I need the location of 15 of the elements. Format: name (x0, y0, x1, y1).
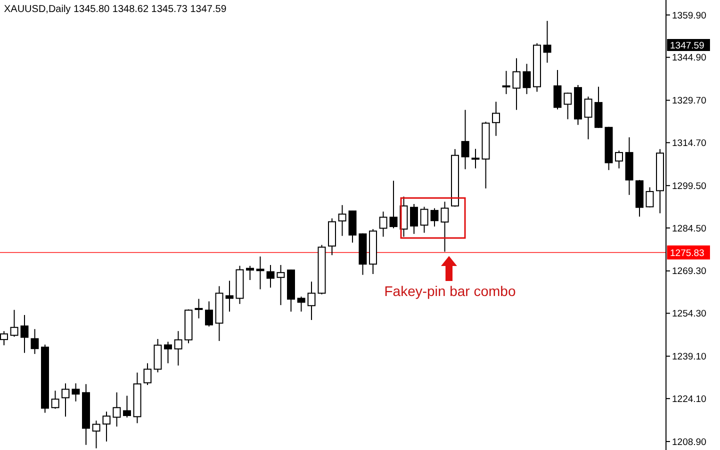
y-tick-label: 1359.90 (672, 10, 706, 22)
y-tick-label: 1208.90 (672, 436, 706, 448)
ref-line-label: 1275.83 (670, 248, 704, 259)
y-tick-label: 1239.10 (672, 352, 706, 363)
annotation: Fakey-pin bar combo (384, 283, 516, 299)
y-tick-label: 1224.10 (672, 394, 706, 405)
y-tick-label: 1299.50 (672, 180, 706, 192)
y-tick-label: 1284.50 (672, 223, 706, 234)
y-tick-label: 1344.90 (672, 52, 706, 64)
y-tick-label: 1269.30 (672, 266, 706, 278)
y-tick-label: 1329.70 (672, 96, 706, 107)
text: 1347.59 (670, 40, 704, 52)
y-tick-label: 1314.70 (672, 138, 706, 149)
y-tick-label: 1254.30 (672, 308, 706, 320)
chart-title: XAUUSD,Daily 1345.80 1348.62 1345.73 1347.59 (4, 4, 227, 15)
